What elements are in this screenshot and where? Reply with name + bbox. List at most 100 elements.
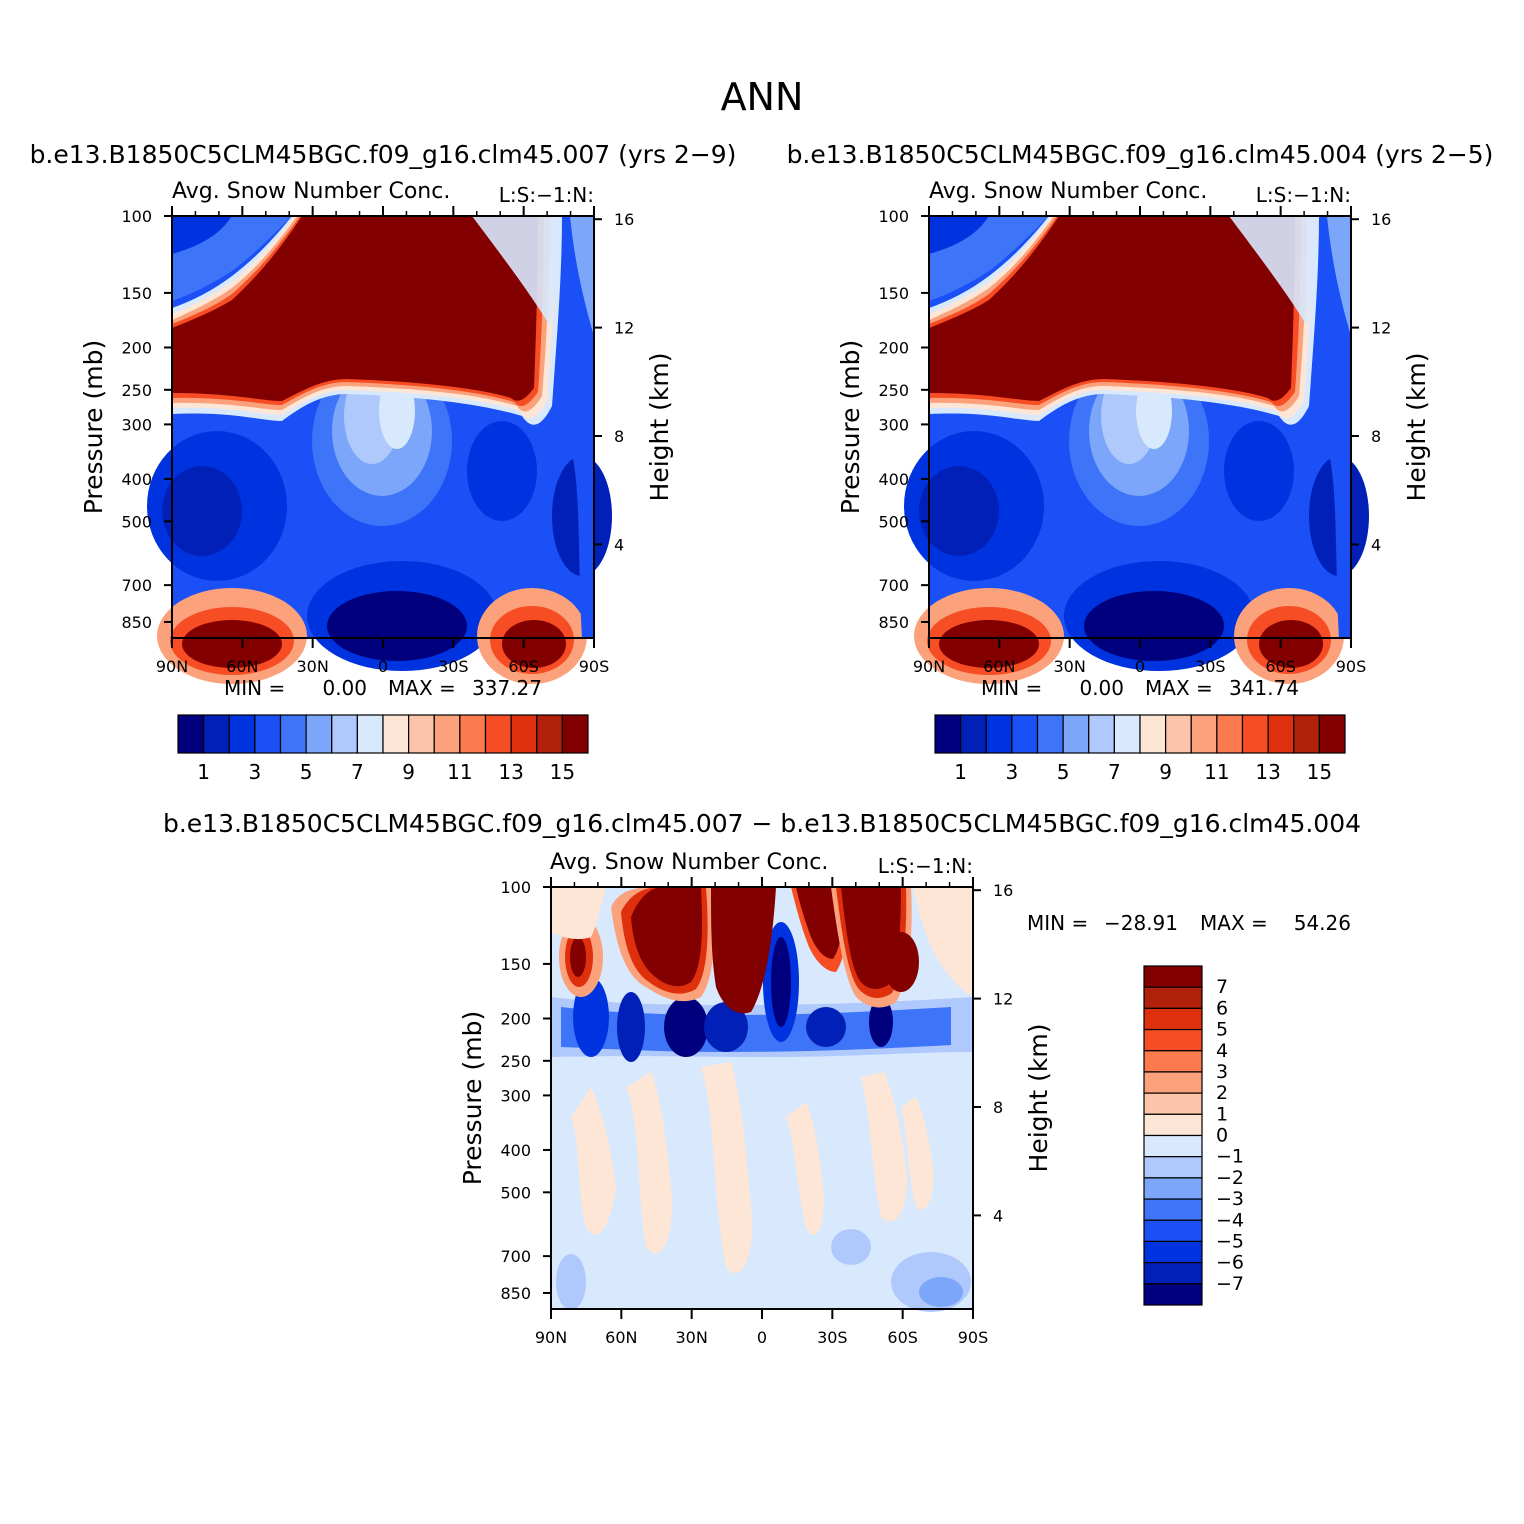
colorbar-label: 13	[498, 760, 523, 784]
lat-tick-label: 30S	[438, 657, 469, 676]
colorbar-label: 7	[1108, 760, 1121, 784]
pressure-tick-label: 300	[878, 415, 909, 434]
pressure-tick-label: 200	[500, 1009, 531, 1028]
y-axis-label: Pressure (mb)	[79, 340, 108, 514]
field-label: Avg. Snow Number Conc.	[172, 179, 450, 204]
colorbar-box	[934, 714, 962, 754]
lat-tick-label: 0	[757, 1328, 767, 1347]
colorbar-label: 5	[1057, 760, 1070, 784]
pressure-tick-label: 500	[878, 512, 909, 531]
colorbar-label: 1	[197, 760, 210, 784]
height-tick-label: 8	[1371, 427, 1381, 446]
colorbar-box	[1143, 1028, 1203, 1052]
lat-tick-label: 60S	[1265, 657, 1296, 676]
lat-tick-label: 90N	[913, 657, 945, 676]
colorbar-box	[203, 714, 230, 754]
colorbar-label: 1	[1216, 1103, 1228, 1125]
pressure-tick-label: 250	[878, 381, 909, 400]
pressure-tick-label: 400	[878, 470, 909, 489]
colorbar-box	[536, 714, 563, 754]
colorbar-box	[279, 714, 307, 754]
lat-tick-label: 0	[378, 657, 388, 676]
case-title: b.e13.B1850C5CLM45BGC.f09_g16.clm45.007 …	[30, 140, 737, 169]
colorbar-label: −6	[1216, 1252, 1244, 1274]
lat-tick-label: 30S	[1195, 657, 1226, 676]
max-label: MAX =	[388, 676, 456, 700]
height-tick-label: 16	[614, 210, 634, 229]
colorbar-label: 11	[447, 760, 472, 784]
max-value: 341.74	[1229, 676, 1299, 700]
colorbar-label: 15	[550, 760, 575, 784]
pressure-tick-label: 200	[878, 338, 909, 357]
min-label: MIN =	[224, 676, 285, 700]
colorbar-box	[985, 714, 1013, 754]
colorbar-box	[1139, 714, 1167, 754]
pressure-tick-label: 300	[121, 415, 152, 434]
height-tick-label: 12	[614, 319, 634, 338]
panel-top-right: b.e13.B1850C5CLM45BGC.f09_g16.clm45.004 …	[787, 140, 1494, 700]
pressure-tick-label: 500	[121, 512, 152, 531]
colorbar-box	[228, 714, 256, 754]
pressure-tick-label: 100	[121, 207, 152, 226]
lat-tick-label: 60N	[605, 1328, 637, 1347]
colorbar-box	[1143, 1156, 1203, 1179]
max-value: 54.26	[1294, 911, 1351, 935]
colorbar-label: 4	[1216, 1040, 1228, 1062]
lat-tick-label: 30N	[297, 657, 329, 676]
colorbar-box	[1143, 1092, 1203, 1115]
field-label: Avg. Snow Number Conc.	[550, 850, 828, 875]
pressure-tick-label: 400	[500, 1141, 531, 1160]
max-value: 337.27	[472, 676, 542, 700]
lat-tick-label: 60N	[983, 657, 1015, 676]
colorbar-label: 13	[1255, 760, 1280, 784]
colorbar-label: 6	[1216, 997, 1228, 1019]
colorbar-label: 2	[1216, 1082, 1228, 1104]
colorbar-box	[459, 714, 487, 754]
colorbar-box	[1293, 714, 1320, 754]
pressure-tick-label: 150	[500, 955, 531, 974]
pressure-tick-label: 850	[500, 1284, 531, 1303]
lat-tick-label: 90S	[1336, 657, 1367, 676]
units-label: L:S:−1:N:	[1256, 183, 1351, 207]
colorbar-box	[1143, 1198, 1203, 1221]
colorbar-box	[1267, 714, 1295, 754]
colorbar-box	[1143, 1283, 1203, 1306]
min-value: −28.91	[1104, 911, 1178, 935]
height-tick-label: 8	[993, 1098, 1003, 1117]
colorbar-box	[254, 714, 282, 754]
colorbar-box	[1143, 986, 1203, 1009]
colorbar-label: −2	[1216, 1167, 1244, 1189]
colorbar-box	[1190, 714, 1218, 754]
pressure-tick-label: 500	[500, 1183, 531, 1202]
pressure-tick-label: 150	[878, 284, 909, 303]
case-title: b.e13.B1850C5CLM45BGC.f09_g16.clm45.007 …	[163, 809, 1361, 838]
pressure-tick-label: 400	[121, 470, 152, 489]
colorbar-box	[484, 714, 512, 754]
colorbar-box	[331, 714, 358, 754]
colorbar-label: 0	[1216, 1125, 1228, 1147]
colorbar-box	[1143, 1113, 1203, 1137]
colorbar-box	[356, 714, 384, 754]
pressure-tick-label: 100	[878, 207, 909, 226]
height-tick-label: 4	[1371, 535, 1381, 554]
colorbar-label: −4	[1216, 1209, 1244, 1231]
colorbar-box	[1011, 714, 1039, 754]
colorbar-box	[305, 714, 333, 754]
colorbar-label: −3	[1216, 1188, 1244, 1210]
colorbar-box	[1143, 1007, 1203, 1031]
y2-axis-label: Height (km)	[645, 353, 674, 502]
lat-tick-label: 30S	[817, 1328, 848, 1347]
colorbar-box	[1143, 1262, 1203, 1285]
colorbar-box	[1143, 1071, 1203, 1094]
colorbar-box	[1088, 714, 1115, 754]
colorbar-label: 7	[351, 760, 364, 784]
colorbar-label: −7	[1216, 1273, 1244, 1295]
lat-tick-label: 60S	[508, 657, 539, 676]
colorbar-label: 5	[1216, 1019, 1228, 1041]
pressure-tick-label: 700	[121, 576, 152, 595]
pressure-tick-label: 700	[500, 1247, 531, 1266]
pressure-tick-label: 250	[500, 1052, 531, 1071]
colorbar-label: 7	[1216, 976, 1228, 998]
